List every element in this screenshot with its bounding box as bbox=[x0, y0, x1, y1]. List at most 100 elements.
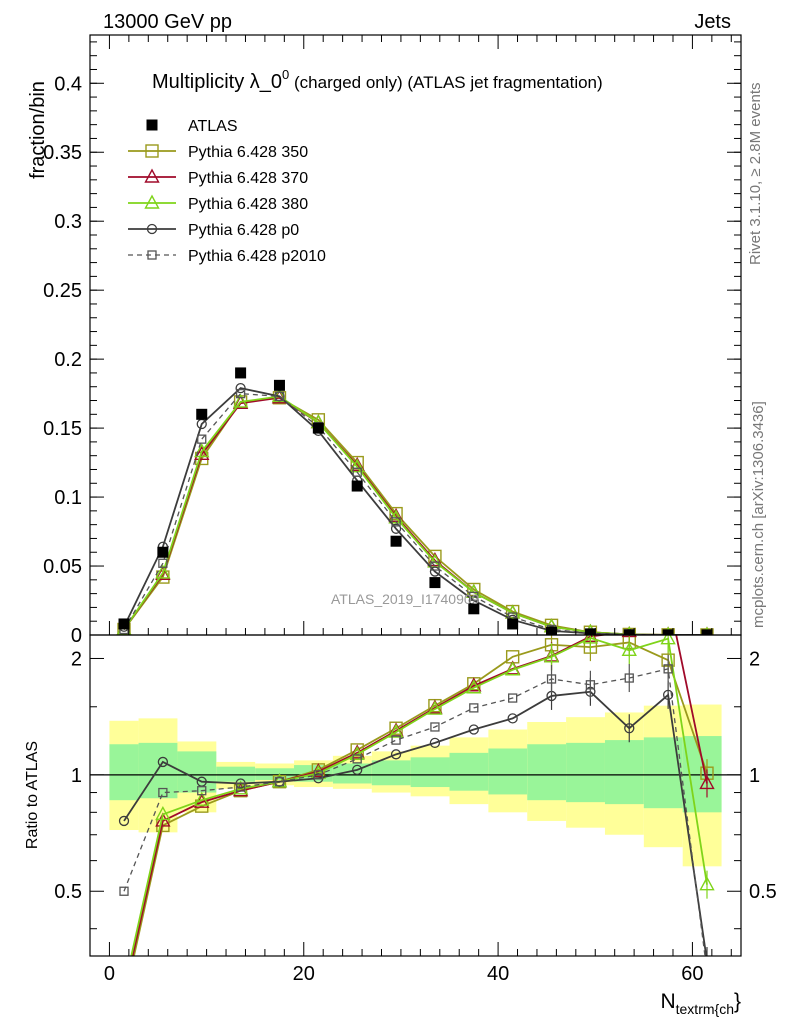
ratio-point bbox=[624, 673, 634, 683]
atlas-data-point bbox=[351, 480, 363, 492]
series-point bbox=[235, 388, 246, 399]
series-point bbox=[232, 393, 249, 408]
y-tick-label: 0.35 bbox=[43, 142, 82, 164]
axes: 0 0.05 0.1 0.15 0.2 0.25 0.3 0.35 0.4 0 20 40 60 0.5 0… bbox=[43, 35, 777, 985]
ratio-point bbox=[118, 815, 130, 827]
ratio-point bbox=[508, 693, 518, 703]
legend-label: ATLAS bbox=[188, 118, 238, 135]
ratio-point bbox=[585, 680, 596, 690]
series-point bbox=[430, 561, 440, 571]
ratio-point bbox=[663, 664, 673, 674]
ratio-point bbox=[427, 700, 443, 715]
ratio-point bbox=[118, 988, 131, 1000]
ratio-line bbox=[131, 635, 708, 956]
legend-marker bbox=[144, 194, 160, 209]
y-tick-label: 0.05 bbox=[43, 556, 82, 578]
header-energy: 13000 GeV pp bbox=[103, 11, 232, 33]
plot-title: Multiplicity λ_00 (charged only) (ATLAS … bbox=[152, 67, 603, 93]
ratio-point bbox=[468, 724, 479, 735]
ratio-point bbox=[699, 876, 715, 891]
ratio-point bbox=[430, 722, 440, 732]
series-point bbox=[389, 506, 403, 521]
ratio-point bbox=[624, 723, 635, 734]
y-axis-title: fraction/bin bbox=[27, 81, 49, 179]
y-tick-label: 0.4 bbox=[54, 73, 82, 95]
ratio-frame bbox=[89, 634, 742, 957]
band-green-bin bbox=[449, 752, 489, 791]
main-plot-area bbox=[116, 367, 714, 635]
ratio-point bbox=[349, 745, 365, 761]
legend-marker bbox=[145, 144, 159, 158]
legend-marker bbox=[146, 223, 158, 235]
ratio-point bbox=[119, 886, 129, 896]
ratio-point bbox=[352, 764, 363, 776]
atlas-data-point bbox=[118, 618, 130, 630]
band-green-bin bbox=[488, 748, 528, 795]
ratio-point bbox=[197, 786, 207, 796]
x-tick-label: 0 bbox=[104, 963, 115, 985]
ratio-point bbox=[703, 968, 711, 976]
series-point bbox=[155, 564, 171, 579]
ratio-point bbox=[118, 982, 131, 994]
ratio-point bbox=[388, 723, 404, 738]
y-tick-label: 0.3 bbox=[54, 211, 82, 233]
band-green-bin bbox=[527, 744, 567, 801]
ratio-y-tick-label-right: 2 bbox=[749, 648, 760, 670]
atlas-data-point bbox=[662, 629, 674, 635]
y-tick-label: 0.2 bbox=[54, 349, 82, 371]
legend: ATLAS Pythia 6.428 350 Pythia 6.428 370 Pyt… bbox=[128, 118, 326, 265]
ratio-point bbox=[235, 782, 246, 792]
band-green-bin bbox=[410, 757, 450, 788]
atlas-data-point bbox=[623, 629, 635, 635]
series-point bbox=[197, 434, 207, 444]
atlas-data-point bbox=[312, 422, 324, 434]
ratio-point bbox=[466, 677, 482, 692]
y-tick-label: 0.15 bbox=[43, 418, 82, 440]
series-point bbox=[158, 558, 168, 568]
ratio-plot-area bbox=[118, 635, 715, 1007]
band-green-bin bbox=[604, 740, 644, 805]
atlas-data-point bbox=[390, 535, 402, 547]
ratio-line bbox=[123, 668, 706, 956]
ratio-point bbox=[504, 661, 521, 676]
atlas-data-point bbox=[507, 618, 519, 630]
x-axis-title: Ntextrm{ch} bbox=[660, 990, 741, 1017]
y-tick-label: 0 bbox=[71, 625, 82, 647]
rivet-label: Rivet 3.1.10, ≥ 2.8M events bbox=[747, 83, 764, 266]
ratio-point bbox=[546, 674, 557, 684]
ratio-point bbox=[390, 749, 402, 760]
x-tick-label: 20 bbox=[293, 963, 315, 985]
header-process: Jets bbox=[694, 11, 731, 33]
ratio-point bbox=[705, 955, 709, 956]
band-green-bin bbox=[371, 760, 411, 786]
band-green-bin bbox=[216, 766, 256, 782]
band-green-bin bbox=[643, 737, 683, 809]
band-green-bin bbox=[255, 768, 295, 780]
mcplots-label: mcplots.cern.ch [arXiv:1306.3436] bbox=[750, 401, 767, 628]
series-point bbox=[469, 591, 479, 602]
ratio-y-tick-label: 1 bbox=[71, 765, 82, 787]
legend-marker bbox=[146, 119, 158, 131]
series-point bbox=[194, 445, 210, 461]
ratio-point bbox=[469, 703, 479, 713]
ratio-point bbox=[158, 787, 168, 798]
ratio-point bbox=[194, 791, 210, 806]
ratio-point bbox=[274, 777, 285, 787]
atlas-data-point bbox=[235, 367, 247, 379]
x-tick-label: 40 bbox=[487, 963, 509, 985]
series-point bbox=[194, 443, 210, 458]
x-tick-label: 60 bbox=[681, 963, 703, 985]
ratio-y-tick-label: 2 bbox=[71, 648, 82, 670]
ratio-y-tick-label: 0.5 bbox=[54, 881, 82, 903]
ratio-point bbox=[582, 635, 599, 644]
ratio-point bbox=[352, 754, 362, 764]
ratio-point bbox=[118, 995, 130, 1007]
legend-label: Pythia 6.428 370 bbox=[188, 170, 308, 187]
series-point bbox=[390, 523, 402, 534]
band-green-bin bbox=[682, 736, 722, 813]
series-point bbox=[235, 382, 246, 394]
atlas-data-point bbox=[157, 546, 169, 558]
band-green-bin bbox=[109, 744, 139, 801]
ratio-point bbox=[699, 774, 715, 790]
series-point bbox=[429, 566, 441, 577]
